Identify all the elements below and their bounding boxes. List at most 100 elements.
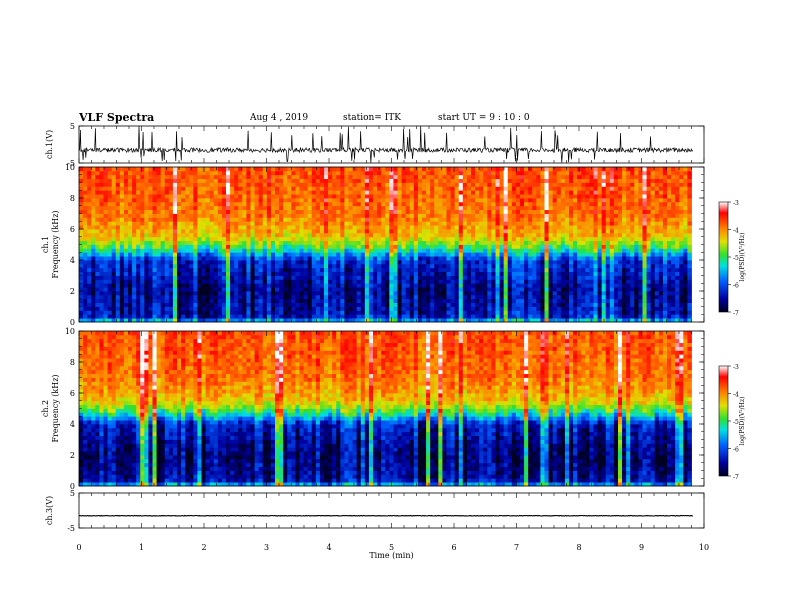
spectrogram-cell — [560, 182, 566, 187]
spectrogram-cell — [466, 263, 472, 269]
spectrogram-cell — [181, 190, 186, 195]
spectrogram-cell — [315, 310, 321, 315]
spectrogram-cell — [556, 190, 562, 195]
spectrogram-cell — [303, 267, 309, 273]
spectrogram-cell — [438, 244, 443, 249]
spectrogram-cell — [172, 194, 178, 199]
spectrogram-cell — [287, 294, 292, 300]
spectrogram-cell — [172, 221, 178, 226]
spectrogram-cell — [564, 229, 570, 234]
spectrogram-cell — [221, 260, 227, 265]
spectrogram-cell — [221, 271, 227, 276]
spectrogram-cell — [213, 310, 219, 315]
spectrogram-cell — [128, 279, 133, 284]
spectrogram-cell — [262, 248, 268, 253]
spectrogram-cell — [213, 306, 219, 311]
spectrogram-cell — [238, 190, 243, 195]
spectrogram-cell — [213, 283, 219, 288]
spectrogram-cell — [181, 302, 186, 307]
spectrogram-cell — [573, 194, 578, 199]
spectrogram-cell — [454, 314, 460, 319]
spectrogram-cell — [511, 229, 517, 234]
spectrogram-cell — [291, 252, 296, 257]
spectrogram-cell — [483, 174, 488, 180]
spectrogram-cell — [483, 232, 488, 238]
spectrogram-cell — [401, 279, 407, 284]
spectrogram-cell — [79, 213, 84, 218]
spectrogram-cell — [434, 298, 439, 304]
spectrogram-cell — [475, 283, 480, 288]
spectrogram-cell — [201, 256, 206, 261]
spectrogram-cell — [319, 310, 325, 315]
spectrogram-cell — [360, 306, 366, 311]
spectrogram-cell — [287, 314, 292, 319]
spectrogram-cell — [532, 275, 537, 280]
spectrogram-cell — [148, 287, 153, 292]
spectrogram-cell — [123, 213, 129, 218]
spectrogram-cell — [520, 260, 525, 265]
spectrogram-cell — [303, 318, 309, 323]
spectrogram-cell — [336, 178, 341, 183]
spectrogram-cell — [254, 310, 260, 315]
spectrogram-cell — [111, 201, 117, 207]
spectrogram-cell — [548, 279, 554, 284]
spectrogram-cell — [434, 302, 439, 307]
spectrogram-cell — [454, 244, 460, 249]
spectrogram-cell — [111, 291, 117, 296]
spectrogram-cell — [87, 178, 92, 183]
spectrogram-cell — [185, 302, 190, 307]
spectrogram-cell — [328, 170, 333, 176]
spectrogram-cell — [581, 271, 586, 276]
spectrogram-cell — [283, 287, 288, 292]
spectrogram-cell — [442, 209, 447, 214]
spectrogram-cell — [434, 252, 439, 257]
spectrogram-cell — [87, 252, 92, 257]
spectrogram-cell — [544, 240, 549, 245]
spectrogram-cell — [507, 240, 513, 245]
spectrogram-cell — [373, 178, 378, 183]
spectrogram-cell — [405, 260, 411, 265]
spectrogram-cell — [340, 167, 345, 172]
spectrogram-cell — [368, 240, 374, 245]
spectrogram-cell — [569, 263, 574, 269]
spectrogram-cell — [128, 260, 133, 265]
spectrogram-cell — [185, 283, 190, 288]
spectrogram-cell — [471, 314, 476, 319]
spectrogram-cell — [348, 256, 353, 261]
spectrogram-cell — [332, 167, 337, 172]
spectrogram-cell — [156, 209, 162, 214]
spectrogram-cell — [556, 267, 562, 273]
spectrogram-cell — [524, 298, 529, 304]
spectrogram-cell — [193, 217, 198, 222]
spectrogram-cell — [242, 170, 247, 176]
spectrogram-cell — [564, 267, 570, 273]
spectrogram-cell — [115, 263, 121, 269]
spectrogram-cell — [368, 279, 374, 284]
spectrogram-cell — [413, 178, 419, 183]
spectrogram-cell — [324, 225, 329, 230]
spectrogram-cell — [499, 217, 505, 222]
spectrogram-cell — [368, 263, 374, 269]
spectrogram-cell — [524, 217, 529, 222]
spectrogram-cell — [499, 178, 505, 183]
spectrogram-cell — [458, 244, 464, 249]
spectrogram-cell — [230, 221, 235, 226]
spectrogram-cell — [213, 170, 219, 176]
spectrogram-cell — [434, 190, 439, 195]
spectrogram-cell — [385, 186, 390, 191]
spectrogram-cell — [377, 198, 382, 203]
spectrogram-cell — [332, 232, 337, 238]
spectrogram-cell — [552, 186, 558, 191]
spectrogram-cell — [454, 256, 460, 261]
spectrogram-cell — [303, 225, 309, 230]
spectrogram-cell — [258, 174, 264, 180]
spectrogram-cell — [132, 291, 137, 296]
spectrogram-cell — [189, 225, 194, 230]
spectrogram-cell — [197, 201, 202, 207]
spectrogram-cell — [328, 201, 333, 207]
spectrogram-cell — [332, 291, 337, 296]
spectrogram-cell — [197, 167, 202, 172]
spectrogram-cell — [283, 302, 288, 307]
spectrogram-cell — [434, 260, 439, 265]
spectrogram-cell — [128, 186, 133, 191]
